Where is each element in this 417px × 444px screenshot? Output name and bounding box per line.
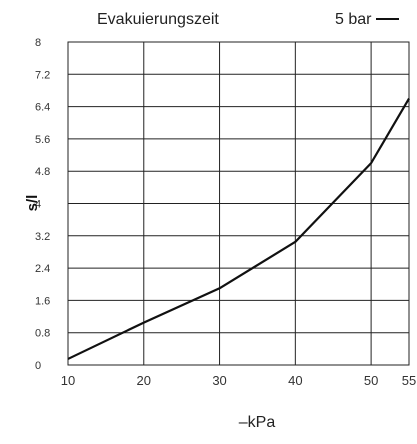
y-tick-label: 3.2 [35, 231, 50, 243]
data-point [143, 322, 145, 324]
y-tick-label: 7.2 [35, 69, 50, 81]
x-tick-label: 20 [137, 373, 151, 388]
chart-title: Evakuierungszeit [97, 11, 219, 28]
data-point [294, 241, 296, 243]
x-tick-label: 10 [61, 373, 75, 388]
y-tick-label: 8 [35, 37, 41, 49]
series-layer [67, 97, 410, 360]
x-tick-label: 30 [212, 373, 226, 388]
x-tick-label: 55 [402, 373, 416, 388]
x-tick-label: 40 [288, 373, 302, 388]
y-tick-label: 4.8 [35, 166, 50, 178]
plot-frame [67, 41, 410, 366]
y-tick-label: 1.6 [35, 295, 50, 307]
data-point [219, 287, 221, 289]
y-axis-label: s/l [24, 195, 41, 212]
y-tick-label: 0.8 [35, 328, 50, 340]
y-axis-ticks: 0 0.8 1.6 2.4 3.2 4 4.8 5.6 6.4 7.2 8 [35, 37, 50, 372]
data-point [408, 98, 410, 100]
x-axis-ticks: 10 20 30 40 50 55 [61, 373, 416, 388]
x-axis-label: –kPa [239, 414, 276, 431]
data-point [67, 358, 69, 360]
series-line [67, 97, 410, 360]
legend-label: 5 bar [335, 11, 372, 28]
y-tick-label: 5.6 [35, 134, 50, 146]
y-tick-label: 0 [35, 360, 41, 372]
y-tick-label: 2.4 [35, 263, 50, 275]
x-tick-label: 50 [364, 373, 378, 388]
y-tick-label: 6.4 [35, 102, 50, 114]
grid [67, 41, 410, 366]
data-point [370, 162, 372, 164]
y-tick-label: 4 [35, 199, 41, 211]
